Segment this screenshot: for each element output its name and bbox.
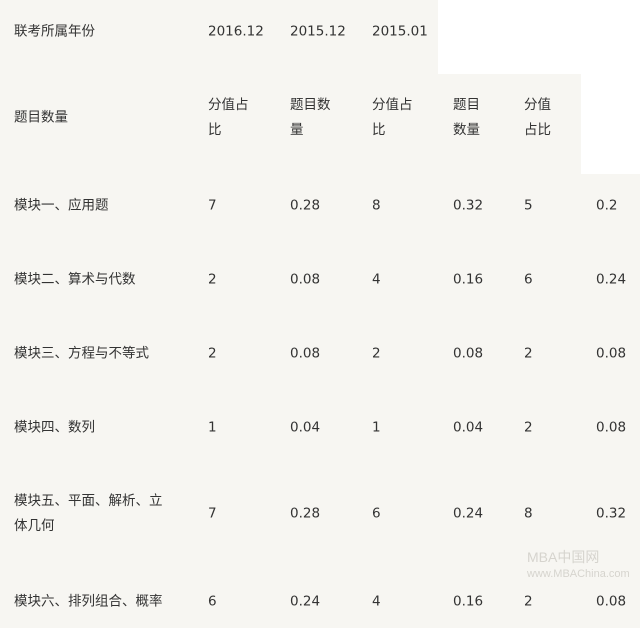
- row-label: 模块四、数列: [14, 419, 95, 436]
- table-cell: 1: [372, 419, 381, 436]
- watermark-url: www.MBAChina.com: [527, 568, 630, 580]
- year-label: 联考所属年份: [14, 23, 95, 40]
- table-cell: 0.16: [453, 593, 484, 610]
- table-cell: 1: [208, 419, 217, 436]
- table-cell: 2: [208, 345, 217, 362]
- table-cell: 2: [524, 419, 533, 436]
- table-cell: 2: [372, 345, 381, 362]
- table-cell: 0.04: [290, 419, 321, 436]
- row-label: 模块三、方程与不等式: [14, 345, 149, 362]
- row-label: 模块一、应用题: [14, 197, 109, 214]
- row-label: 模块五、平面、解析、立 体几何: [14, 493, 163, 534]
- table-cell: 5: [524, 197, 533, 214]
- table-cell: 0.24: [290, 593, 321, 610]
- table-cell: 4: [372, 593, 381, 610]
- table-cell: 6: [524, 271, 533, 288]
- table-cell: 0.08: [290, 271, 321, 288]
- table-cell: 0.08: [290, 345, 321, 362]
- table-cell: 8: [372, 197, 381, 214]
- table-cell: 0.2: [596, 197, 618, 214]
- table-cell: 2: [208, 271, 217, 288]
- row-label: 模块六、排列组合、概率: [14, 593, 163, 610]
- count-label: 题目数量: [14, 109, 68, 126]
- table-body-bg: [0, 174, 640, 628]
- table-cell: 2: [524, 345, 533, 362]
- sub-header: 分值占 比: [208, 97, 249, 138]
- table-cell: 7: [208, 197, 217, 214]
- year-header: 2015.01: [372, 23, 428, 40]
- table-cell: 7: [208, 505, 217, 522]
- table-cell: 0.32: [453, 197, 484, 214]
- year-header: 2016.12: [208, 23, 264, 40]
- table-cell: 0.24: [453, 505, 484, 522]
- row-label: 模块二、算术与代数: [14, 271, 136, 288]
- table-cell: 6: [208, 593, 217, 610]
- table-cell: 4: [372, 271, 381, 288]
- sub-header: 题目 数量: [453, 97, 480, 138]
- table-cell: 6: [372, 505, 381, 522]
- watermark: MBA中国网: [527, 549, 600, 565]
- sub-header: 分值 占比: [524, 97, 551, 138]
- sub-header: 题目数 量: [290, 97, 331, 138]
- header-row-2-bg: [0, 74, 581, 174]
- table-cell: 2: [524, 593, 533, 610]
- table-cell: 0.32: [596, 505, 627, 522]
- header-row-1-bg: [0, 0, 438, 74]
- table-cell: 0.08: [453, 345, 484, 362]
- table-cell: 0.08: [596, 593, 627, 610]
- table-cell: 8: [524, 505, 533, 522]
- table-cell: 0.24: [596, 271, 627, 288]
- table-cell: 0.16: [453, 271, 484, 288]
- table-cell: 0.04: [453, 419, 484, 436]
- sub-header: 分值占 比: [372, 97, 413, 138]
- table-cell: 0.28: [290, 197, 321, 214]
- table-cell: 0.08: [596, 419, 627, 436]
- table-cell: 0.08: [596, 345, 627, 362]
- year-header: 2015.12: [290, 23, 346, 40]
- table-cell: 0.28: [290, 505, 321, 522]
